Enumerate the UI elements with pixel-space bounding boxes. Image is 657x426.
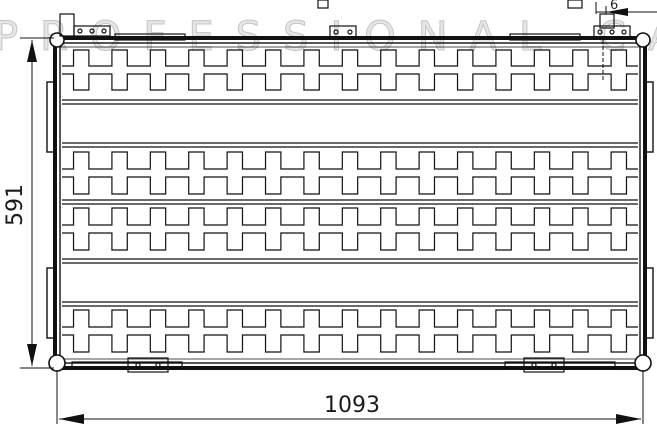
detail-dimension (595, 2, 657, 80)
inner-frame (59, 42, 641, 364)
crenel-row-4-lower (62, 334, 638, 353)
latch-top-right (593, 25, 631, 39)
hinge-top-right (509, 33, 581, 41)
width-arrow-right (616, 414, 641, 424)
corner-protectors (48, 32, 652, 372)
latch-top-center-base (317, 0, 329, 9)
crenel-rows (62, 49, 638, 353)
crenel-row-3-upper (62, 207, 638, 226)
crenel-row-4-upper (62, 309, 638, 328)
corner-bottom-right (634, 354, 652, 372)
bottom-hardware (71, 357, 616, 373)
left-handle-top (46, 81, 56, 153)
top-hardware (59, 0, 631, 41)
hinge-bottom-right (504, 361, 616, 370)
hinge-top-left (114, 33, 186, 41)
right-handle-top (644, 81, 654, 153)
latch-bottom-left (127, 357, 169, 373)
latch-top-center (329, 25, 357, 39)
crenel-row-3-lower (62, 232, 638, 251)
latch-top-left-plate (73, 25, 111, 37)
right-handle-bottom (644, 267, 654, 339)
crenel-row-2-upper (62, 151, 638, 170)
height-label: 591 (3, 184, 28, 226)
width-dimension (56, 370, 644, 424)
crenel-row-1-lower (62, 73, 638, 91)
detail-label: 6 (610, 0, 618, 13)
latch-bottom-right (523, 357, 565, 373)
side-handles (46, 81, 654, 339)
corner-bottom-left (48, 354, 66, 372)
case-frame (53, 36, 647, 370)
corner-top-right (635, 32, 651, 48)
width-label: 1093 (324, 393, 380, 418)
width-arrow-left (59, 414, 84, 424)
height-dimension (20, 37, 54, 369)
latch-top-right-body (599, 13, 615, 29)
height-arrow-top (27, 40, 37, 62)
left-handle-bottom (46, 267, 56, 339)
latch-top-right-cap (567, 0, 583, 9)
crenel-row-2-lower (62, 176, 638, 195)
hinge-bottom-left (71, 361, 183, 370)
corner-top-left (49, 32, 65, 48)
latch-top-left (59, 13, 75, 37)
outer-frame (53, 36, 647, 370)
separator-rails (62, 99, 638, 307)
height-arrow-bottom (27, 344, 37, 366)
crenel-row-1-upper (62, 49, 638, 67)
